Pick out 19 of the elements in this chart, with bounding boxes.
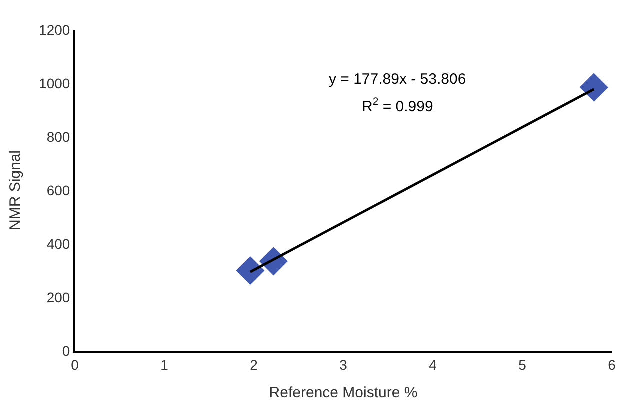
x-tick-label: 3	[340, 356, 348, 373]
y-tick-label: 1200	[39, 22, 70, 38]
x-tick-label: 2	[250, 356, 258, 373]
annotation: R$^{2}$ = 0.999	[362, 96, 434, 116]
y-tick-label: 800	[46, 128, 70, 145]
y-tick-label: 600	[46, 182, 70, 198]
y-axis-title: NMR Signal	[6, 150, 24, 231]
x-tick-label: 6	[608, 356, 616, 373]
x-tick-label: 5	[518, 356, 527, 373]
y-tick-label: 1000	[39, 75, 70, 92]
x-axis-title: Reference Moisture %	[269, 384, 418, 402]
x-tick-label: 4	[429, 356, 438, 373]
point	[580, 73, 608, 102]
x-tick-label: 1	[160, 356, 169, 373]
y-tick-label: 200	[46, 289, 70, 306]
annotation: y = 177.89x - 53.806	[329, 71, 466, 88]
y-tick-label: 0	[62, 342, 70, 359]
point	[236, 256, 265, 286]
y-tick-label: 400	[46, 236, 70, 252]
